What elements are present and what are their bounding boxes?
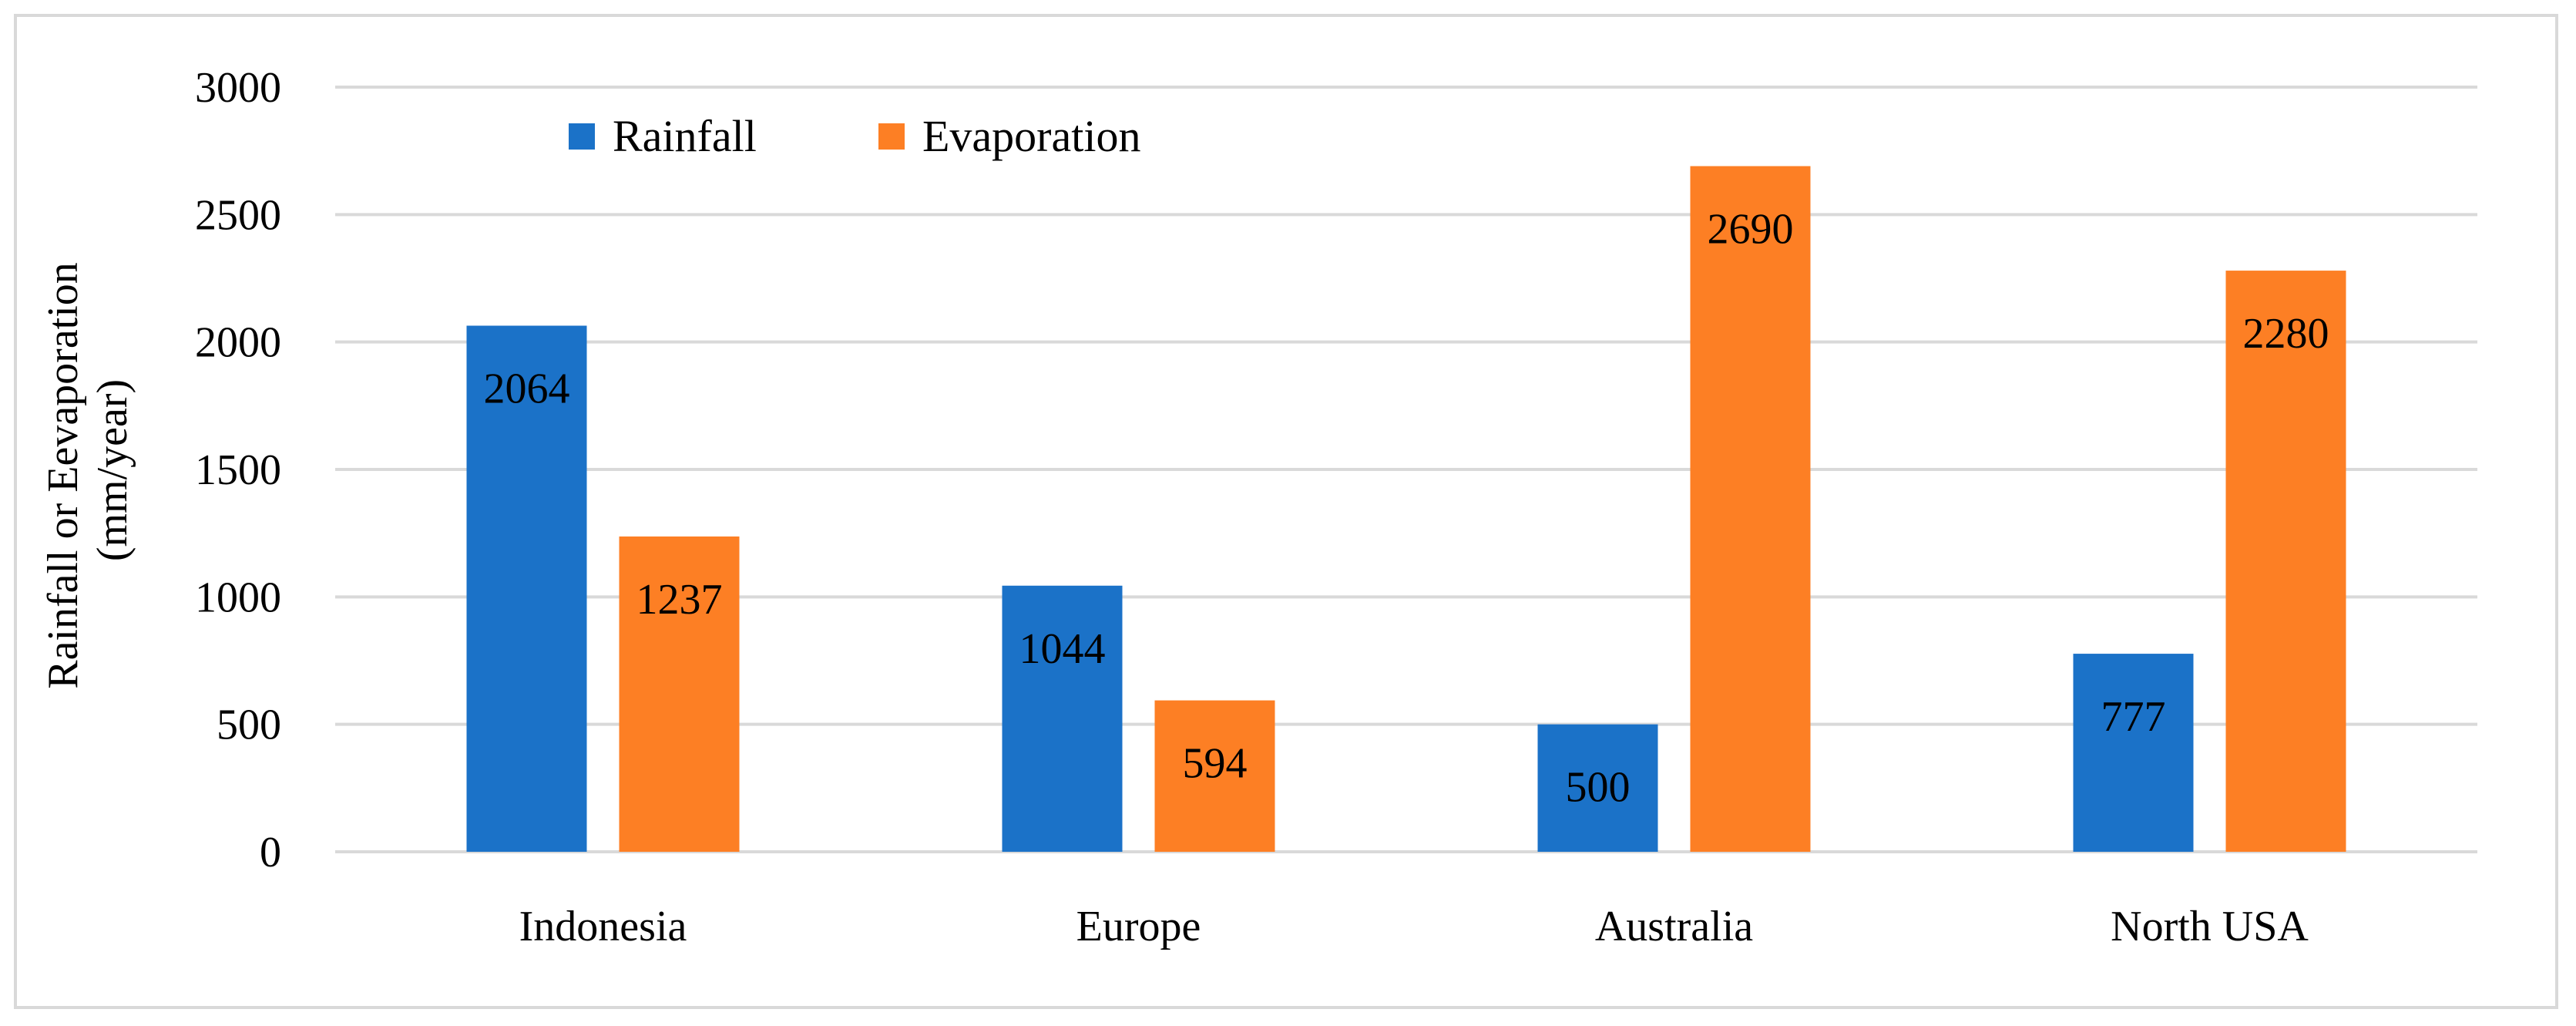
- bar-rainfall: [2073, 654, 2194, 852]
- bar-evaporation: [1690, 166, 1811, 853]
- bar-rainfall: [466, 325, 587, 852]
- y-axis-title-line-2: (mm/year): [89, 379, 136, 561]
- legend-swatch-rainfall: [569, 123, 595, 150]
- data-label: 2280: [2243, 310, 2329, 358]
- bar-rainfall: [1537, 724, 1658, 852]
- data-label: 777: [2101, 693, 2166, 741]
- y-tick-label: 1500: [195, 446, 281, 494]
- bar-evaporation: [619, 536, 740, 852]
- x-category-label: North USA: [2111, 903, 2309, 950]
- x-category-label: Indonesia: [519, 903, 687, 950]
- y-axis-title: Rainfall or Eevaporation (mm/year): [39, 251, 136, 689]
- y-tick-label: 1000: [195, 574, 281, 621]
- bar-evaporation: [2225, 271, 2346, 853]
- data-label: 1044: [1019, 625, 1106, 673]
- data-labels: 2064 1237 1044 594 500 2690 777 2280: [484, 206, 2329, 812]
- y-tick-label: 500: [217, 701, 281, 749]
- legend-label-evaporation: Evaporation: [922, 111, 1140, 161]
- y-tick-label: 3000: [195, 64, 281, 112]
- y-axis-ticks: 0 500 1000 1500 2000 2500 3000: [195, 64, 281, 876]
- data-label: 2690: [1708, 206, 1794, 254]
- data-label: 2064: [484, 365, 570, 413]
- x-axis-categories: Indonesia Europe Australia North USA: [519, 903, 2309, 950]
- x-category-label: Australia: [1595, 903, 1753, 950]
- y-tick-label: 2500: [195, 191, 281, 239]
- data-label: 1237: [636, 576, 723, 624]
- legend-label-rainfall: Rainfall: [613, 111, 757, 161]
- data-label: 500: [1566, 764, 1631, 812]
- x-category-label: Europe: [1076, 903, 1201, 950]
- bars: [466, 166, 2346, 853]
- legend-swatch-evaporation: [878, 123, 905, 150]
- legend: Rainfall Evaporation: [569, 111, 1140, 161]
- y-axis-title-line-1: Rainfall or Eevaporation: [39, 262, 87, 689]
- data-label: 594: [1183, 740, 1248, 788]
- bar-evaporation: [1154, 700, 1275, 852]
- bar-rainfall: [1002, 585, 1123, 852]
- y-tick-label: 0: [260, 829, 281, 876]
- y-tick-label: 2000: [195, 319, 281, 367]
